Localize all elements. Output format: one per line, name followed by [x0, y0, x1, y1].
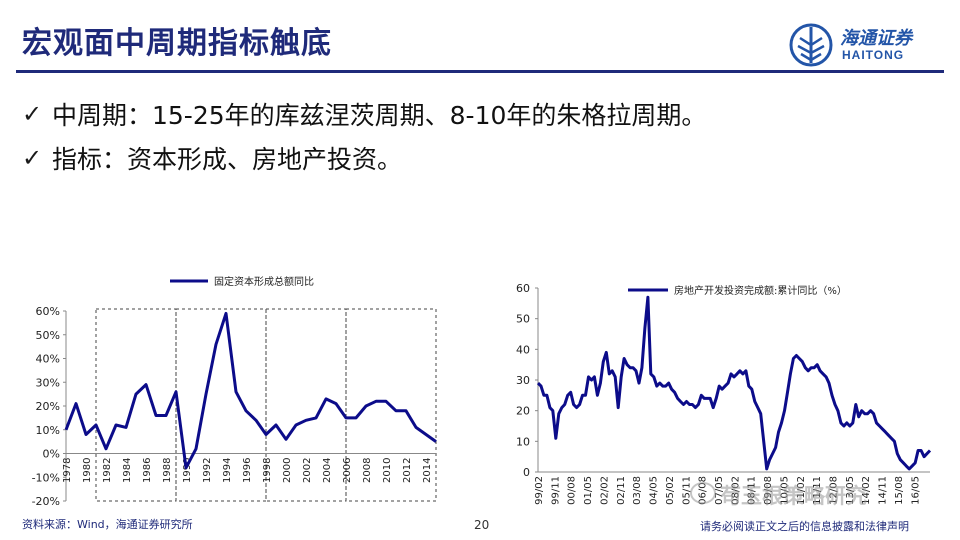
fixed-capital-chart: -20% -10% 0% 10% 20% 30% 40% 50% 60% 1978 1980 1982… [32, 275, 437, 508]
title-divider [16, 70, 944, 73]
x-tick-label: 01/05 [583, 476, 594, 505]
x-tick-label: 08/11 [747, 476, 758, 505]
legend-label: 固定资本形成总额同比 [214, 275, 314, 288]
x-tick-label: 2002 [302, 458, 313, 483]
y-tick-label: 50% [36, 329, 60, 342]
bullet-text: 指标：资本形成、房地产投资。 [52, 145, 403, 174]
wechat-icon [690, 482, 716, 504]
y-tick-label: 30 [516, 374, 530, 387]
x-tick-label: 13/05 [845, 476, 856, 505]
y-tick-label: 60 [516, 282, 530, 295]
x-tick-label: 1980 [82, 458, 93, 483]
bullet-item: ✓ 中周期：15-25年的库兹涅茨周期、8-10年的朱格拉周期。 [22, 92, 706, 136]
x-tick-label: 1996 [242, 458, 253, 483]
y-tick-label: 50 [516, 313, 530, 326]
x-tick-label: 2004 [322, 458, 333, 483]
x-tick-label: 08/02 [730, 476, 741, 505]
x-tick-label: 04/05 [649, 476, 660, 505]
x-tick-label: 2008 [362, 458, 373, 483]
x-tick-label: 00/08 [567, 476, 578, 505]
legend-label: 房地产开发投资完成额:累计同比（%） [674, 284, 847, 297]
x-tick-label: 14/02 [861, 476, 872, 505]
check-icon: ✓ [22, 100, 43, 128]
x-tick-label: 16/05 [910, 476, 921, 505]
y-tick-label: 10 [516, 435, 530, 448]
x-tick-label: 2000 [282, 458, 293, 483]
y-tick-label: -10% [32, 471, 60, 484]
page-title: 宏观面中周期指标触底 [22, 26, 332, 61]
series-line [536, 295, 932, 471]
x-tick-label: 07/05 [714, 476, 725, 505]
x-tick-label: 1992 [202, 458, 213, 483]
y-tick-label: 20% [36, 400, 60, 413]
highlight-span [175, 308, 267, 502]
x-tick-label: 09/08 [763, 476, 774, 505]
logo-text-en: HAITONG [842, 48, 905, 62]
x-tick-label: 1998 [262, 458, 273, 483]
real-estate-investment-chart: 0 10 20 30 40 50 60 99/02 99/11 00/08 01/05 02/02 02… [516, 282, 932, 505]
bullet-item: ✓ 指标：资本形成、房地产投资。 [22, 136, 706, 180]
y-tick-label: 40% [36, 353, 60, 366]
x-tick-label: 03/08 [632, 476, 643, 505]
y-tick-label: 20 [516, 405, 530, 418]
x-tick-label: 1988 [162, 458, 173, 483]
x-tick-label: 2006 [342, 458, 353, 483]
x-tick-label: 05/11 [681, 476, 692, 505]
disclaimer: 请务必阅读正文之后的信息披露和法律声明 [700, 520, 909, 533]
x-tick-label: 14/11 [878, 476, 889, 505]
x-tick-label: 2010 [382, 458, 393, 483]
x-tick-label: 11/02 [796, 476, 807, 505]
watermark: 苟玉根策略研究 [720, 484, 867, 508]
x-tick-label: 02/11 [616, 476, 627, 505]
x-tick-label: 12/08 [829, 476, 840, 505]
series-line [64, 311, 437, 470]
x-tick-label: 1982 [102, 458, 113, 483]
x-tick-label: 15/08 [894, 476, 905, 505]
x-tick-label: 11/11 [812, 476, 823, 505]
x-tick-label: 1978 [62, 458, 73, 483]
x-tick-label: 2014 [422, 458, 433, 483]
y-tick-label: 10% [36, 424, 60, 437]
y-tick-label: 0 [523, 466, 530, 479]
x-tick-label: 05/02 [665, 476, 676, 505]
page-number: 20 [474, 518, 490, 532]
y-tick-label: 40 [516, 343, 530, 356]
bullet-text: 中周期：15-25年的库兹涅茨周期、8-10年的朱格拉周期。 [52, 101, 707, 130]
bullet-list: ✓ 中周期：15-25年的库兹涅茨周期、8-10年的朱格拉周期。 ✓ 指标：资本… [22, 92, 706, 180]
x-tick-label: 1994 [222, 458, 233, 483]
y-tick-label: 60% [36, 305, 60, 318]
x-tick-label: 10/05 [779, 476, 790, 505]
y-tick-label: 0% [43, 448, 60, 461]
x-tick-label: 1984 [122, 458, 133, 483]
logo-text-cn: 海通证券 [840, 28, 912, 49]
haitong-logo: 海通证券 HAITONG [788, 22, 938, 68]
footer-source: 资料来源：Wind，海通证券研究所 [22, 518, 193, 531]
x-tick-label: 1986 [142, 458, 153, 483]
haitong-logo-icon [789, 23, 833, 67]
y-tick-label: 30% [36, 376, 60, 389]
x-tick-label: 1990 [182, 458, 193, 483]
x-tick-label: 99/02 [534, 476, 545, 505]
x-tick-label: 99/11 [550, 476, 561, 505]
check-icon: ✓ [22, 144, 43, 172]
highlight-span [345, 308, 437, 502]
x-tick-label: 2012 [402, 458, 413, 483]
y-tick-label: -20% [32, 495, 60, 508]
x-tick-label: 02/02 [599, 476, 610, 505]
